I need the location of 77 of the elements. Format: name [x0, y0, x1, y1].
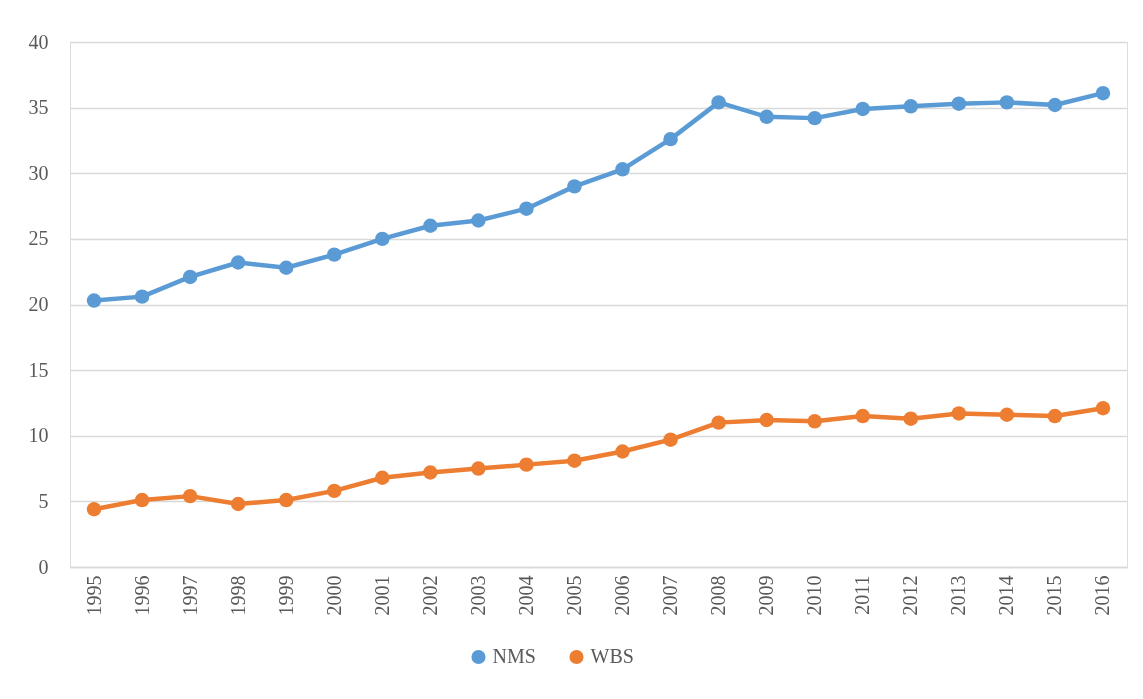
- y-tick-label: 35: [28, 96, 49, 119]
- x-tick-label: 2013: [947, 575, 970, 616]
- point: [855, 101, 870, 117]
- point: [471, 213, 486, 228]
- x-tick-label: 1995: [82, 575, 105, 616]
- x-tick-label: 2007: [659, 575, 682, 616]
- point: [519, 201, 534, 216]
- point: [519, 457, 534, 472]
- x-tick-label: 2016: [1091, 575, 1114, 616]
- point: [230, 255, 246, 270]
- point: [423, 218, 438, 233]
- x-tick-label: 1998: [226, 575, 249, 616]
- point: [327, 483, 342, 499]
- y-tick-label: 10: [28, 424, 49, 447]
- point: [663, 432, 678, 447]
- point: [327, 247, 342, 262]
- point: [567, 179, 582, 194]
- point: [278, 492, 294, 508]
- point: [375, 470, 390, 485]
- point: [375, 231, 390, 247]
- point: [86, 293, 102, 308]
- x-tick-label: 2006: [611, 575, 634, 616]
- point: [903, 411, 919, 426]
- point: [278, 260, 294, 275]
- x-tick-label: 1996: [130, 575, 153, 616]
- point: [999, 95, 1015, 110]
- legend-label: NMS: [492, 645, 536, 667]
- point: [230, 496, 246, 512]
- y-tick-label: 25: [28, 227, 49, 250]
- point: [759, 109, 774, 125]
- point: [134, 289, 150, 304]
- point: [999, 407, 1015, 422]
- point: [182, 269, 198, 285]
- y-tick-label: 0: [38, 555, 49, 578]
- point: [663, 131, 678, 147]
- x-tick-label: 2014: [995, 575, 1018, 616]
- point: [711, 415, 726, 430]
- point: [471, 461, 486, 476]
- point: [903, 99, 919, 114]
- point: [567, 453, 582, 468]
- x-tick-label: 1997: [178, 575, 201, 616]
- point: [134, 492, 150, 508]
- y-tick-label: 40: [28, 30, 49, 53]
- x-tick-label: 2004: [514, 575, 537, 616]
- x-tick-label: 2002: [418, 575, 441, 616]
- legend-label: WBS: [590, 645, 634, 667]
- point: [759, 412, 774, 428]
- point: [615, 444, 630, 459]
- x-tick-label: 2010: [803, 575, 826, 616]
- point: [1047, 408, 1063, 424]
- point: [807, 414, 822, 429]
- point: [1047, 97, 1063, 113]
- x-tick-label: 2000: [322, 575, 345, 616]
- point: [182, 488, 198, 504]
- y-tick-label: 15: [28, 358, 49, 381]
- x-tick-label: 2009: [755, 575, 778, 616]
- point: [711, 95, 726, 110]
- x-tick-label: 2015: [1043, 575, 1066, 616]
- x-tick-label: 2001: [370, 575, 393, 616]
- x-tick-label: 2005: [562, 575, 585, 616]
- x-tick-label: 2011: [851, 575, 874, 615]
- y-tick-label: 30: [28, 161, 49, 184]
- point: [86, 502, 102, 517]
- point: [423, 465, 438, 480]
- x-tick-label: 2003: [466, 575, 489, 616]
- x-tick-label: 1999: [274, 575, 297, 616]
- y-tick-label: 20: [28, 293, 49, 315]
- point: [807, 110, 822, 126]
- y-tick-label: 5: [38, 489, 49, 512]
- point: [1095, 85, 1111, 101]
- x-tick-label: 2012: [899, 575, 922, 616]
- point: [855, 408, 870, 424]
- point: [1095, 400, 1111, 416]
- x-tick-label: 2008: [707, 575, 730, 616]
- point: [951, 96, 967, 111]
- point: [951, 406, 967, 421]
- point: [615, 162, 630, 177]
